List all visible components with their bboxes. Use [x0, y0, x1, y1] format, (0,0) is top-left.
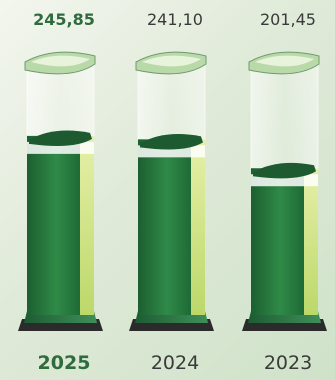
bar-fill-surface	[140, 134, 203, 150]
value-label: 241,10	[147, 10, 203, 29]
bar-cap-top	[255, 55, 314, 67]
bar-fill-front	[138, 139, 191, 315]
bar-fill-front	[251, 168, 304, 315]
bar-2024	[129, 51, 214, 331]
bar-2023	[242, 51, 327, 331]
category-label: 2025	[37, 352, 91, 374]
bar-fill-side	[80, 135, 94, 315]
bar-cap-top	[142, 55, 201, 67]
value-label: 201,45	[260, 10, 316, 29]
category-label: 2023	[263, 352, 313, 374]
bar-fill-surface	[29, 130, 92, 146]
bar-fill-front	[27, 135, 80, 315]
bar-2025	[18, 51, 103, 331]
bar-fill-surface	[253, 162, 316, 179]
bar-glass	[250, 59, 319, 169]
bar-cap-top	[31, 55, 90, 67]
value-label: 245,85	[33, 10, 95, 29]
category-label: 2024	[150, 352, 200, 374]
bar-fill-side	[304, 168, 318, 315]
bar-fill-side	[191, 139, 205, 315]
